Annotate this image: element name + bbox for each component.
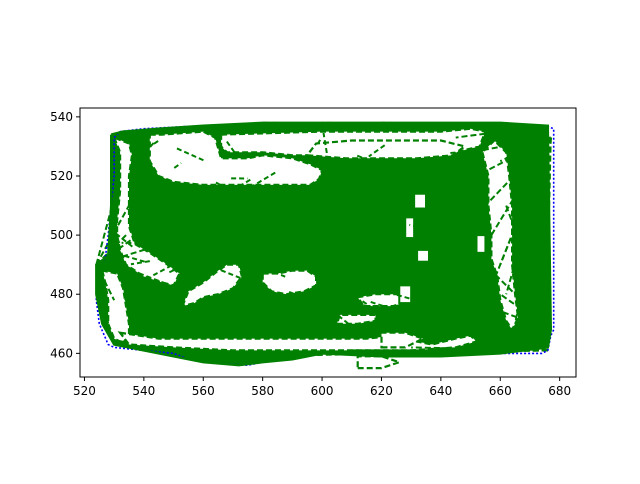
x-tick-label: 640 bbox=[429, 384, 452, 398]
x-tick-label: 540 bbox=[132, 384, 155, 398]
x-tick-label: 580 bbox=[251, 384, 274, 398]
y-tick-label: 500 bbox=[50, 228, 73, 242]
x-tick-label: 520 bbox=[73, 384, 96, 398]
network-edge bbox=[457, 278, 458, 282]
network-edge bbox=[369, 246, 370, 266]
hole-box bbox=[405, 217, 414, 238]
hole-box bbox=[399, 285, 411, 303]
hole-region bbox=[337, 315, 376, 324]
hole-box bbox=[414, 194, 426, 209]
x-tick-label: 620 bbox=[370, 384, 393, 398]
network-edge bbox=[369, 308, 392, 309]
y-tick-label: 540 bbox=[50, 110, 73, 124]
hole-box bbox=[417, 250, 429, 262]
y-tick-label: 520 bbox=[50, 169, 73, 183]
network-edge bbox=[204, 264, 206, 265]
hole-region bbox=[307, 141, 464, 159]
x-tick-label: 600 bbox=[311, 384, 334, 398]
x-tick-label: 560 bbox=[192, 384, 215, 398]
hole-box bbox=[477, 235, 486, 253]
network-edge bbox=[357, 223, 376, 224]
x-tick-label: 680 bbox=[548, 384, 571, 398]
y-tick-label: 460 bbox=[50, 346, 73, 360]
y-tick-label: 480 bbox=[50, 287, 73, 301]
x-tick-label: 660 bbox=[489, 384, 512, 398]
